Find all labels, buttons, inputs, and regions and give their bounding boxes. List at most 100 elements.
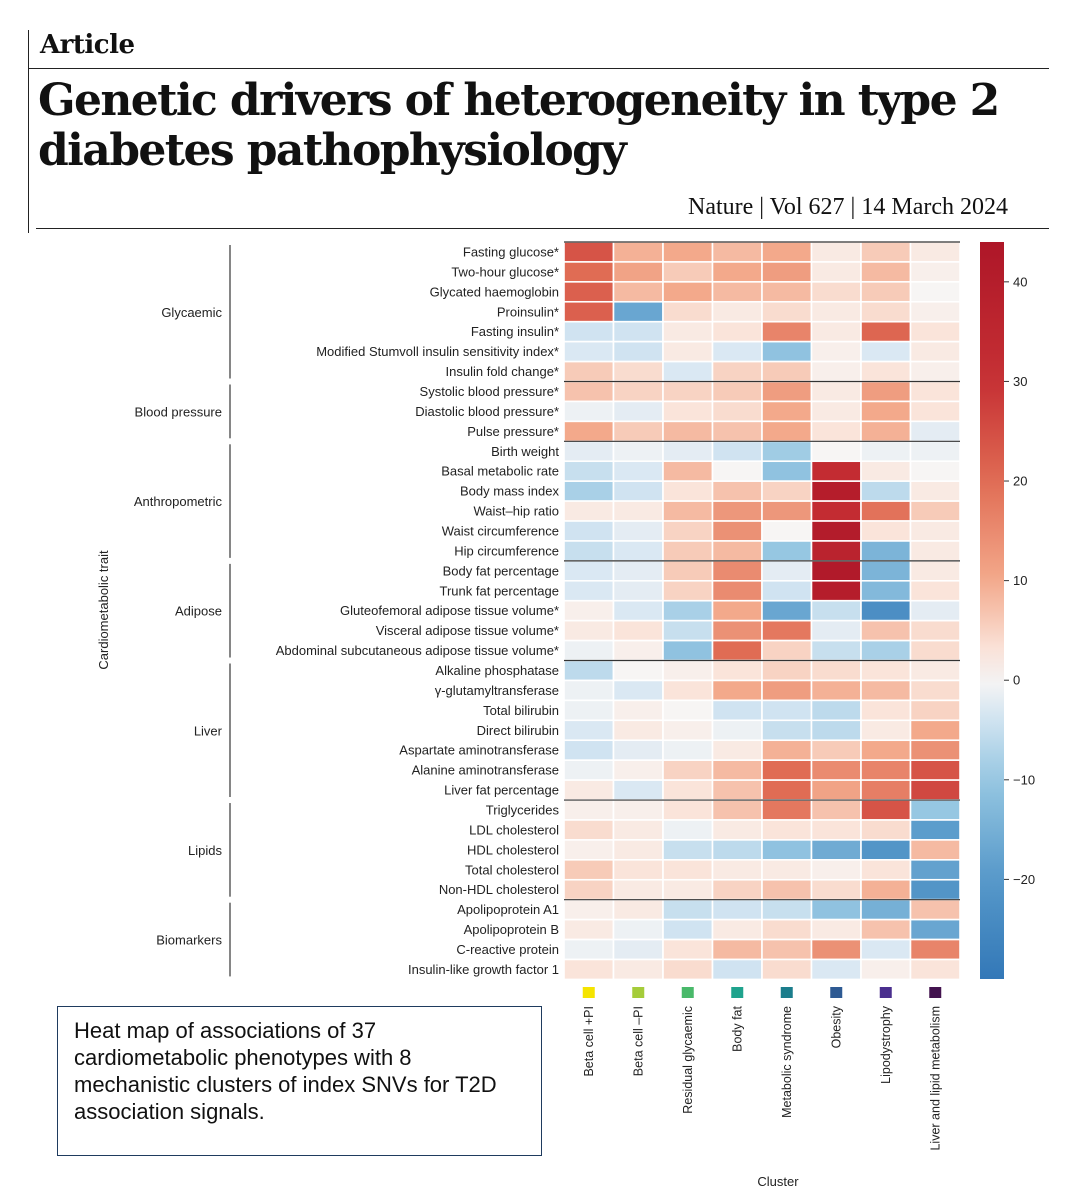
heatmap-cell [612, 400, 664, 423]
heatmap-cell [662, 839, 714, 861]
heatmap-cell [662, 898, 714, 921]
group-separators [564, 241, 960, 901]
heatmap-cell [711, 739, 763, 761]
heatmap-cell [909, 540, 961, 562]
heatmap-cell [711, 599, 763, 622]
heatmap-cell [810, 300, 862, 323]
heatmap-cell [563, 300, 615, 323]
heatmap-cell [810, 340, 862, 363]
trait-label: Two-hour glucose* [451, 264, 559, 279]
colorbar-ticks: 40 30 20 10 0 −10 −20 [1004, 274, 1035, 887]
heatmap-cell [612, 859, 664, 881]
heatmap-cell [612, 281, 664, 303]
trait-label: Birth weight [491, 444, 559, 459]
section-label: Article [40, 30, 135, 60]
heatmap-cell [563, 460, 615, 482]
heatmap-cell [909, 400, 961, 423]
cluster-label: Obesity [829, 1005, 843, 1048]
heatmap-cell [810, 460, 862, 482]
heatmap-cell [761, 799, 813, 821]
heatmap-cell [909, 380, 961, 403]
heatmap-cell [761, 599, 813, 622]
heatmap-cell [810, 839, 862, 861]
heatmap-cell [612, 340, 664, 363]
heatmap-cell [711, 679, 763, 702]
trait-label: HDL cholesterol [467, 842, 559, 857]
heatmap-cell [711, 560, 763, 582]
heatmap-cell [563, 659, 615, 682]
heatmap-cell [563, 739, 615, 761]
heatmap-cell [612, 300, 664, 323]
heatmap-cell [810, 779, 862, 801]
heatmap-cell [761, 320, 813, 343]
heatmap-cell [909, 659, 961, 682]
heatmap-cell [612, 699, 664, 722]
heatmap-cell [860, 819, 912, 841]
heatmap-cell [810, 859, 862, 881]
heatmap-cell [563, 580, 615, 602]
heatmap-cell [761, 340, 813, 363]
heatmap-cell [711, 938, 763, 961]
heatmap-cell [612, 719, 664, 742]
group-labels: Glycaemic Blood pressure Anthropometric Adi… [134, 245, 231, 977]
heatmap-cell [860, 619, 912, 642]
heatmap-cell [711, 859, 763, 881]
heatmap-cell [711, 759, 763, 781]
heatmap-cell [909, 619, 961, 642]
heatmap-cell [612, 480, 664, 502]
heatmap-cell [662, 799, 714, 821]
heatmap-cell [711, 699, 763, 722]
heatmap-cell [662, 759, 714, 781]
trait-label: Total bilirubin [483, 703, 559, 718]
heatmap-cell [860, 360, 912, 383]
header-bottom-rule [36, 228, 1049, 229]
cluster-color-chip [929, 987, 942, 998]
heatmap-cell [909, 878, 961, 901]
heatmap-cell [612, 819, 664, 841]
heatmap-cell [563, 560, 615, 582]
heatmap-cell [612, 739, 664, 761]
heatmap-cell [860, 859, 912, 881]
colorbar-tick-label: 20 [1013, 474, 1027, 489]
trait-label: Proinsulin* [497, 304, 559, 319]
heatmap-cell [612, 241, 664, 263]
heatmap-cell [711, 719, 763, 742]
heatmap-cell [563, 500, 615, 522]
heatmap-cell [711, 619, 763, 642]
cluster-color-chip [632, 987, 645, 998]
trait-label: Waist circumference [442, 523, 559, 538]
heatmap-cell [563, 898, 615, 921]
trait-label: LDL cholesterol [469, 822, 559, 837]
heatmap-cell [612, 380, 664, 403]
trait-label: Alkaline phosphatase [435, 663, 559, 678]
heatmap-cell [909, 799, 961, 821]
heatmap-cell [662, 938, 714, 961]
colorbar-tick-label: −20 [1013, 872, 1035, 887]
heatmap-cell [860, 599, 912, 622]
trait-label: Insulin-like growth factor 1 [408, 962, 559, 977]
heatmap-cell [612, 659, 664, 682]
article-title: Genetic drivers of heterogeneity in type… [38, 75, 1000, 176]
cluster-label: Body fat [730, 1005, 744, 1051]
heatmap-cell [662, 679, 714, 702]
heatmap-cell [662, 560, 714, 582]
heatmap-cell [810, 440, 862, 463]
heatmap-cell [860, 300, 912, 323]
trait-label: Total cholesterol [465, 862, 559, 877]
group-label: Glycaemic [161, 305, 222, 320]
group-label: Liver [194, 723, 223, 738]
heatmap-cell [711, 819, 763, 841]
heatmap-cell [612, 898, 664, 921]
trait-label: Gluteofemoral adipose tissue volume* [340, 603, 559, 618]
heatmap-cell [761, 540, 813, 562]
heatmap-cell [810, 400, 862, 423]
heatmap-cell [810, 320, 862, 343]
heatmap-cell [860, 440, 912, 463]
heatmap-cell [662, 480, 714, 502]
heatmap-cell [860, 261, 912, 283]
heatmap-cell [810, 360, 862, 383]
heatmap-cell [711, 440, 763, 463]
heatmap-cell [563, 759, 615, 781]
heatmap-cell [662, 281, 714, 303]
